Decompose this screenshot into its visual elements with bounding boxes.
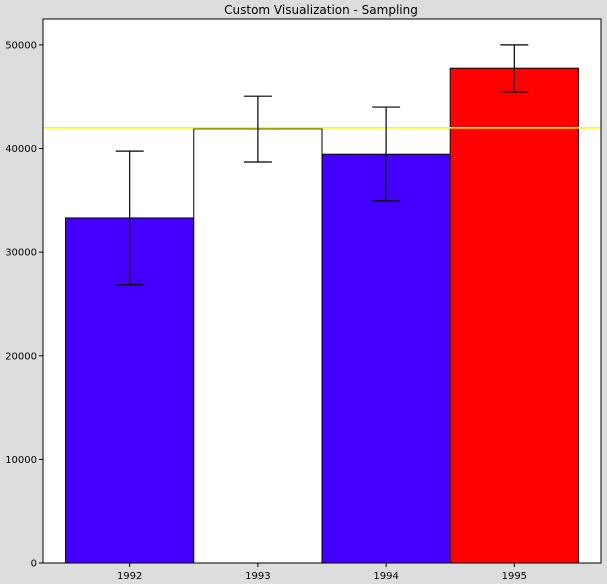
error-bar-1993 xyxy=(243,95,272,163)
plot-frame xyxy=(42,18,602,564)
x-tick-label: 1993 xyxy=(245,571,270,582)
x-axis: 1992 1993 1994 1995 xyxy=(117,563,527,582)
error-bar-1992 xyxy=(115,150,144,286)
x-tick-label: 1995 xyxy=(502,571,527,582)
bar-1994 xyxy=(321,153,451,564)
y-axis: 0 10000 20000 30000 40000 50000 xyxy=(5,40,43,570)
y-tick-label: 0 xyxy=(31,559,37,570)
bar-1995 xyxy=(449,67,579,564)
error-bars-layer xyxy=(115,44,529,286)
chart-title: Custom Visualization - Sampling xyxy=(224,3,418,17)
y-tick-label: 30000 xyxy=(5,248,37,259)
error-bar-1995 xyxy=(500,44,529,93)
bars-layer xyxy=(65,67,579,564)
y-tick-label: 10000 xyxy=(5,455,37,466)
y-tick-label: 20000 xyxy=(5,351,37,362)
bar-1993 xyxy=(193,128,323,564)
y-tick-label: 40000 xyxy=(5,144,37,155)
x-tick-label: 1992 xyxy=(117,571,142,582)
x-tick-label: 1994 xyxy=(373,571,398,582)
y-tick-label: 50000 xyxy=(5,40,37,51)
error-bar-1994 xyxy=(372,106,401,202)
